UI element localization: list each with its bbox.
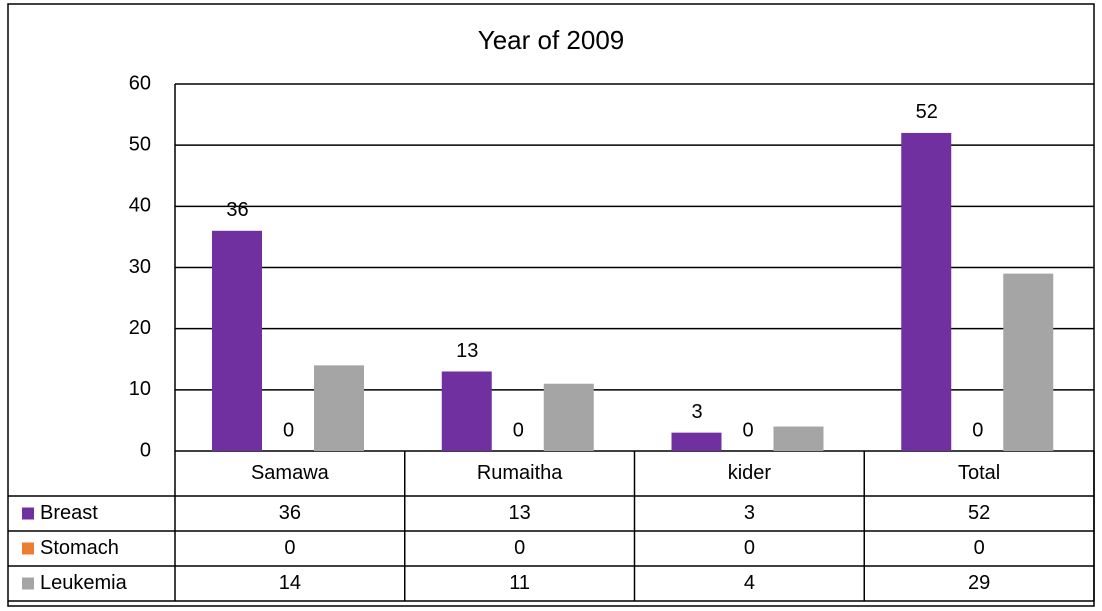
table-value: 0 [974, 537, 985, 559]
y-tick-label: 40 [129, 195, 151, 217]
legend-label: Leukemia [40, 572, 128, 594]
bar [773, 426, 824, 451]
table-value: 0 [284, 537, 295, 559]
table-value: 52 [968, 502, 990, 524]
bar [441, 371, 492, 451]
table-value: 11 [509, 572, 530, 594]
data-label: 0 [742, 419, 753, 441]
table-value: 0 [514, 537, 525, 559]
y-tick-label: 0 [140, 439, 151, 461]
x-tick-label: Total [958, 462, 1000, 484]
table-value: 4 [744, 572, 755, 594]
x-tick-label: kider [728, 462, 772, 484]
bar [314, 365, 364, 451]
bar [901, 132, 952, 451]
table-value: 36 [279, 502, 301, 524]
bar [1003, 273, 1054, 451]
y-tick-label: 60 [129, 72, 151, 94]
chart-title: Year of 2009 [478, 25, 625, 55]
y-tick-label: 20 [129, 317, 151, 339]
data-label: 52 [916, 101, 938, 123]
data-label: 0 [513, 419, 524, 441]
data-label: 13 [456, 340, 478, 362]
legend-label: Breast [40, 502, 98, 524]
table-value: 3 [744, 502, 755, 524]
y-tick-label: 10 [129, 378, 151, 400]
y-tick-label: 30 [129, 256, 151, 278]
legend-key [22, 542, 34, 555]
bar [671, 432, 722, 451]
bar [543, 383, 594, 451]
data-label: 3 [691, 401, 702, 423]
data-label: 0 [283, 419, 294, 441]
bar [212, 230, 262, 451]
table-value: 14 [279, 572, 301, 594]
data-label: 0 [972, 419, 983, 441]
data-label: 36 [226, 199, 248, 221]
legend-key [22, 577, 34, 590]
x-tick-label: Rumaitha [477, 462, 563, 484]
table-value: 0 [744, 537, 755, 559]
legend-label: Stomach [40, 537, 119, 559]
y-tick-label: 50 [129, 133, 151, 155]
table-value: 13 [509, 502, 531, 524]
table-value: 29 [968, 572, 990, 594]
legend-key [22, 507, 34, 520]
x-tick-label: Samawa [251, 462, 330, 484]
